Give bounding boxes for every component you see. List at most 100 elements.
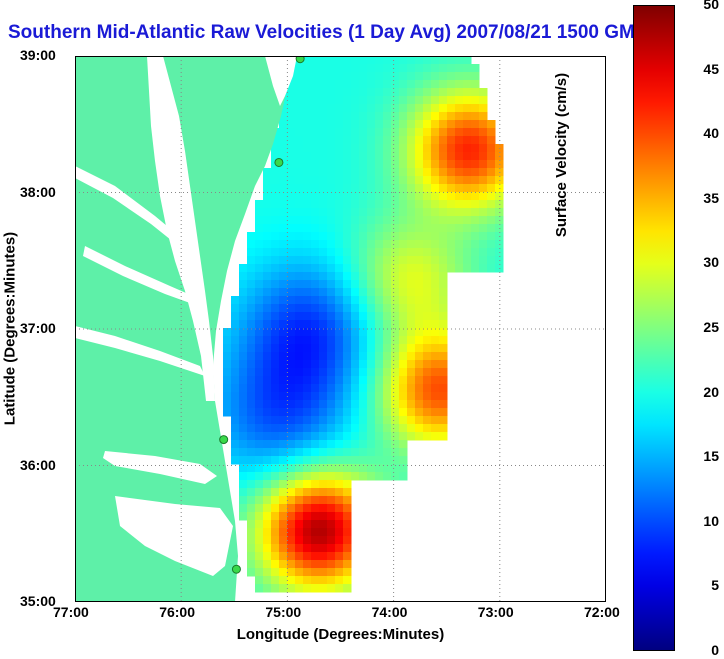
velocity-cell — [343, 240, 352, 249]
x-tick: 73:00 — [477, 604, 514, 620]
velocity-cell — [431, 224, 440, 233]
velocity-cell — [311, 232, 320, 241]
velocity-cell — [271, 208, 280, 217]
velocity-cell — [295, 336, 304, 345]
velocity-cell — [279, 136, 288, 145]
colorbar-tick: 0 — [711, 642, 719, 658]
velocity-cell — [415, 240, 424, 249]
velocity-cell — [303, 200, 312, 209]
velocity-cell — [471, 136, 480, 145]
velocity-cell — [423, 104, 432, 113]
velocity-cell — [367, 64, 376, 73]
velocity-cell — [399, 344, 408, 353]
velocity-cell — [263, 480, 272, 489]
velocity-cell — [319, 272, 328, 281]
velocity-cell — [319, 240, 328, 249]
velocity-cell — [295, 400, 304, 409]
velocity-cell — [263, 528, 272, 537]
velocity-cell — [391, 248, 400, 257]
velocity-cell — [439, 424, 448, 433]
velocity-cell — [303, 64, 312, 73]
velocity-cell — [351, 280, 360, 289]
velocity-cell — [311, 200, 320, 209]
velocity-cell — [319, 328, 328, 337]
velocity-cell — [399, 176, 408, 185]
velocity-cell — [303, 464, 312, 473]
velocity-cell — [415, 384, 424, 393]
velocity-cell — [399, 328, 408, 337]
velocity-cell — [359, 328, 368, 337]
velocity-cell — [439, 104, 448, 113]
velocity-cell — [439, 80, 448, 89]
velocity-cell — [375, 192, 384, 201]
velocity-cell — [239, 352, 248, 361]
velocity-cell — [311, 416, 320, 425]
velocity-cell — [423, 240, 432, 249]
velocity-cell — [439, 288, 448, 297]
velocity-cell — [375, 408, 384, 417]
velocity-cell — [319, 384, 328, 393]
velocity-cell — [231, 416, 240, 425]
velocity-cell — [423, 344, 432, 353]
velocity-cell — [279, 336, 288, 345]
velocity-cell — [375, 320, 384, 329]
velocity-cell — [255, 224, 264, 233]
velocity-cell — [263, 272, 272, 281]
velocity-cell — [383, 368, 392, 377]
velocity-cell — [463, 256, 472, 265]
velocity-cell — [343, 312, 352, 321]
velocity-cell — [359, 80, 368, 89]
velocity-cell — [271, 264, 280, 273]
velocity-cell — [295, 352, 304, 361]
velocity-cell — [367, 376, 376, 385]
velocity-cell — [343, 208, 352, 217]
velocity-cell — [295, 216, 304, 225]
velocity-cell — [335, 528, 344, 537]
velocity-cell — [263, 464, 272, 473]
velocity-cell — [231, 352, 240, 361]
velocity-cell — [295, 520, 304, 529]
velocity-cell — [303, 144, 312, 153]
velocity-cell — [311, 88, 320, 97]
velocity-cell — [463, 184, 472, 193]
velocity-cell — [479, 224, 488, 233]
velocity-cell — [287, 368, 296, 377]
velocity-cell — [263, 512, 272, 521]
velocity-cell — [455, 248, 464, 257]
velocity-cell — [335, 560, 344, 569]
velocity-cell — [383, 320, 392, 329]
velocity-cell — [271, 480, 280, 489]
velocity-cell — [319, 504, 328, 513]
velocity-cell — [319, 224, 328, 233]
velocity-cell — [423, 424, 432, 433]
velocity-cell — [383, 336, 392, 345]
velocity-cell — [367, 368, 376, 377]
velocity-cell — [279, 576, 288, 585]
velocity-cell — [335, 400, 344, 409]
velocity-cell — [311, 112, 320, 121]
velocity-cell — [399, 136, 408, 145]
velocity-cell — [311, 512, 320, 521]
velocity-cell — [359, 288, 368, 297]
velocity-cell — [271, 376, 280, 385]
x-tick: 75:00 — [265, 604, 302, 620]
velocity-cell — [247, 560, 256, 569]
velocity-cell — [375, 376, 384, 385]
velocity-cell — [311, 224, 320, 233]
velocity-cell — [431, 232, 440, 241]
velocity-cell — [287, 448, 296, 457]
velocity-cell — [367, 168, 376, 177]
velocity-cell — [399, 472, 408, 481]
velocity-cell — [295, 168, 304, 177]
velocity-cell — [431, 280, 440, 289]
velocity-cell — [343, 528, 352, 537]
velocity-cell — [327, 224, 336, 233]
velocity-cell — [239, 400, 248, 409]
velocity-cell — [327, 328, 336, 337]
velocity-cell — [351, 72, 360, 81]
velocity-cell — [231, 320, 240, 329]
velocity-cell — [383, 288, 392, 297]
velocity-cell — [479, 192, 488, 201]
velocity-cell — [287, 376, 296, 385]
velocity-cell — [319, 208, 328, 217]
